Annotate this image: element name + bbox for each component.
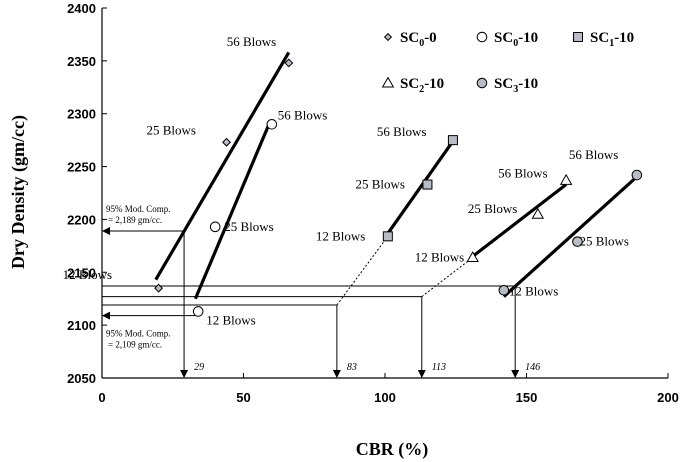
trend-line-SC2-10 bbox=[468, 183, 568, 260]
point-label: 56 Blows bbox=[569, 147, 618, 162]
trend-lines bbox=[154, 51, 636, 300]
legend-marker-SC3-10 bbox=[476, 77, 488, 89]
data-point-SC2-10 bbox=[559, 173, 573, 185]
point-label: 12 Blows bbox=[316, 228, 365, 243]
x-axis-title: CBR (%) bbox=[356, 439, 429, 460]
data-point-SC0-0 bbox=[222, 137, 231, 147]
y-tick-label: 2400 bbox=[67, 1, 96, 16]
trend-line-SC0-0 bbox=[154, 51, 291, 281]
data-point-SC0-10 bbox=[192, 306, 204, 317]
extrapolation-line bbox=[421, 257, 474, 297]
cbr-value-label: 113 bbox=[432, 362, 446, 373]
data-point-SC0-10 bbox=[209, 221, 221, 233]
data-point-SC2-10 bbox=[466, 251, 479, 263]
point-label: 25 Blows bbox=[147, 122, 196, 137]
point-label: 25 Blows bbox=[355, 177, 404, 192]
point-label: 12 Blows bbox=[206, 312, 255, 327]
legend-entry-SC3-10: SC3-10 bbox=[494, 76, 538, 95]
y-tick-label: 2300 bbox=[67, 107, 96, 122]
y-tick-label: 2100 bbox=[67, 318, 96, 333]
legend: SC0-0 SC0-10 SC1-10 SC2-10 SC3-10 bbox=[381, 30, 634, 95]
legend-marker-SC0-0 bbox=[383, 32, 393, 42]
lower-compaction-note-line1: 95% Mod. Comp. bbox=[106, 329, 171, 339]
point-label: 56 Blows bbox=[377, 124, 426, 139]
data-point-SC3-10 bbox=[498, 284, 510, 296]
data-point-SC2-10 bbox=[531, 207, 545, 219]
data-point-SC0-0 bbox=[284, 58, 294, 68]
data-points bbox=[154, 58, 643, 317]
y-tick-label: 2050 bbox=[67, 371, 96, 386]
legend-marker-SC2-10 bbox=[381, 76, 395, 88]
legend-entry-SC0-0: SC0-0 bbox=[400, 30, 437, 49]
data-point-SC3-10 bbox=[572, 236, 583, 247]
cbr-value-label: 83 bbox=[347, 362, 357, 373]
x-tick-label: 0 bbox=[98, 390, 105, 405]
trend-line-SC0-10 bbox=[193, 123, 271, 300]
legend-entry-SC1-10: SC1-10 bbox=[590, 30, 634, 49]
point-label: 12 Blows bbox=[63, 267, 112, 282]
data-point-SC0-10 bbox=[266, 118, 278, 130]
data-point-SC1-10 bbox=[382, 231, 393, 242]
upper-compaction-note-line2: = 2,189 gm/cc. bbox=[108, 215, 162, 225]
point-label: 25 Blows bbox=[579, 234, 628, 249]
y-tick-label: 2350 bbox=[67, 54, 96, 69]
data-point-SC0-0 bbox=[154, 283, 164, 293]
point-labels: 12 Blows 25 Blows 56 Blows 12 Blows 25 Blows… bbox=[63, 34, 629, 327]
y-axis-title: Dry Density (gm/cc) bbox=[8, 115, 29, 269]
legend-entry-SC0-10: SC0-10 bbox=[494, 30, 538, 49]
legend-marker-SC1-10 bbox=[573, 32, 583, 42]
point-label: 56 Blows bbox=[278, 107, 327, 122]
y-tick-label: 2200 bbox=[67, 212, 96, 227]
upper-compaction-note-line1: 95% Mod. Comp. bbox=[106, 204, 171, 214]
point-label: 56 Blows bbox=[498, 165, 547, 180]
point-label: 12 Blows bbox=[415, 249, 464, 264]
lower-compaction-note-line2: = 2,109 gm/cc. bbox=[108, 340, 162, 350]
data-point-SC3-10 bbox=[631, 169, 643, 181]
axes: 2050 2100 2150 2200 2250 2300 2350 2400 0 50 100 15… bbox=[67, 1, 679, 405]
data-point-SC1-10 bbox=[447, 135, 458, 146]
legend-entry-SC2-10: SC2-10 bbox=[400, 76, 444, 95]
cbr-value-label: 29 bbox=[194, 362, 204, 373]
trend-line-SC3-10 bbox=[502, 178, 636, 298]
point-label: 12 Blows bbox=[509, 283, 558, 298]
extrapolation-line bbox=[336, 236, 389, 306]
x-tick-label: 50 bbox=[236, 390, 250, 405]
data-point-SC1-10 bbox=[422, 179, 433, 190]
y-tick-label: 2250 bbox=[67, 160, 96, 175]
cbr-value-label: 146 bbox=[525, 362, 540, 373]
point-label: 25 Blows bbox=[468, 201, 517, 216]
point-label: 25 Blows bbox=[224, 219, 273, 234]
trend-line-SC1-10 bbox=[383, 140, 455, 239]
y-tick-label: 2150 bbox=[67, 265, 96, 280]
legend-marker-SC0-10 bbox=[476, 31, 488, 43]
point-label: 56 Blows bbox=[227, 34, 276, 49]
x-tick-label: 200 bbox=[657, 390, 679, 405]
x-tick-label: 150 bbox=[516, 390, 538, 405]
x-tick-label: 100 bbox=[374, 390, 396, 405]
